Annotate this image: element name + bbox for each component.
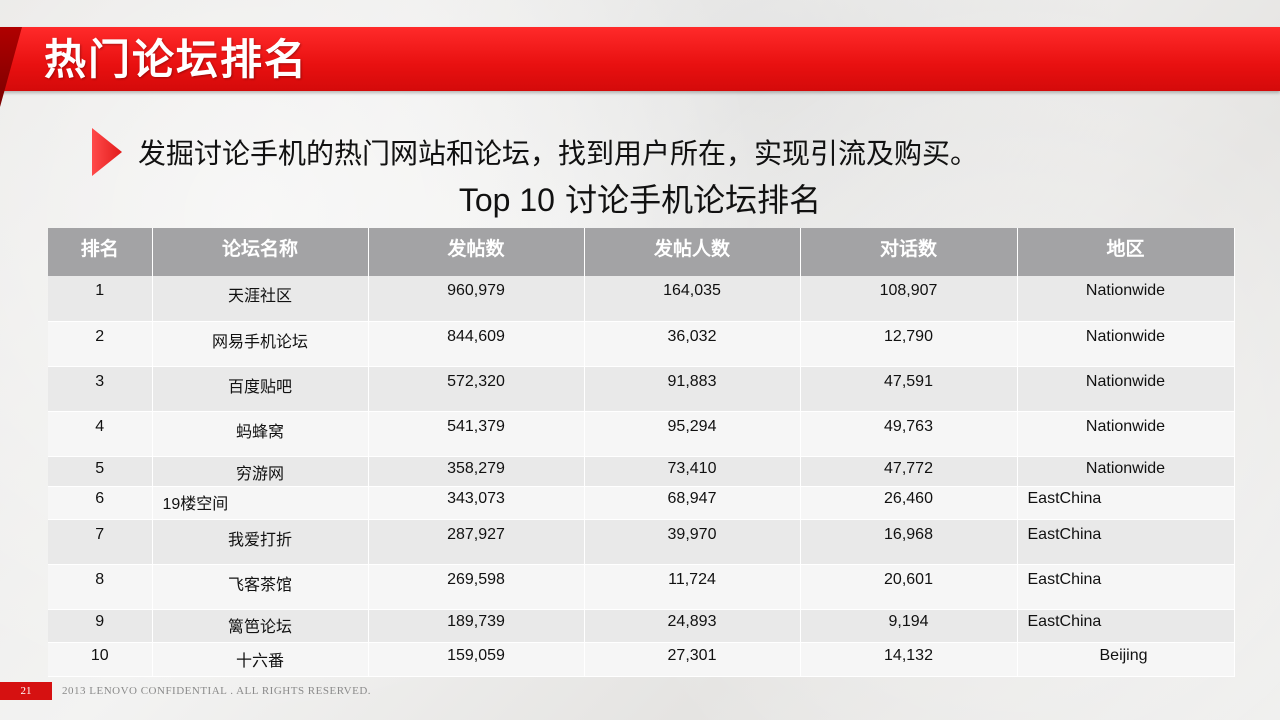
cell-conversations: 12,790 [800,321,1018,367]
table-row: 7 我爱打折 287,927 39,970 16,968 EastChina [48,519,1235,565]
cell-conversations: 47,772 [800,456,1018,487]
page-number: 21 [0,682,52,700]
cell-forum-name: 百度贴吧 [152,366,369,412]
cell-posters: 11,724 [584,564,801,610]
cell-posts: 572,320 [368,366,585,412]
cell-forum-name: 十六番 [152,642,369,677]
table-row: 3 百度贴吧 572,320 91,883 47,591 Nationwide [48,366,1235,412]
cell-conversations: 16,968 [800,519,1018,565]
cell-posters: 24,893 [584,609,801,643]
cell-posts: 159,059 [368,642,585,677]
cell-posts: 287,927 [368,519,585,565]
cell-rank: 4 [48,411,153,457]
cell-region: Beijing [1017,642,1235,677]
cell-forum-name: 蚂蜂窝 [152,411,369,457]
cell-posters: 39,970 [584,519,801,565]
title-bar [0,27,1280,91]
header-rank: 排名 [48,228,153,276]
cell-posters: 68,947 [584,486,801,520]
cell-region: Nationwide [1017,411,1235,457]
table-row: 5 穷游网 358,279 73,410 47,772 Nationwide [48,456,1235,487]
cell-rank: 10 [48,642,153,677]
cell-conversations: 26,460 [800,486,1018,520]
cell-posters: 36,032 [584,321,801,367]
table-row: 1 天涯社区 960,979 164,035 108,907 Nationwid… [48,276,1235,322]
forum-ranking-table: 排名 论坛名称 发帖数 发帖人数 对话数 地区 1 天涯社区 960,979 1… [48,228,1235,677]
cell-conversations: 20,601 [800,564,1018,610]
cell-posts: 541,379 [368,411,585,457]
cell-posters: 27,301 [584,642,801,677]
cell-region: Nationwide [1017,456,1235,487]
header-posters: 发帖人数 [584,228,801,276]
cell-conversations: 47,591 [800,366,1018,412]
table-header-row: 排名 论坛名称 发帖数 发帖人数 对话数 地区 [48,228,1235,276]
table-title: Top 10 讨论手机论坛排名 [0,178,1280,222]
cell-rank: 8 [48,564,153,610]
cell-posts: 269,598 [368,564,585,610]
table-row: 6 19楼空间 343,073 68,947 26,460 EastChina [48,486,1235,520]
cell-conversations: 14,132 [800,642,1018,677]
cell-forum-name: 飞客茶馆 [152,564,369,610]
cell-forum-name: 天涯社区 [152,276,369,322]
table-row: 10 十六番 159,059 27,301 14,132 Beijing [48,642,1235,677]
header-posts: 发帖数 [368,228,585,276]
table-title-prefix: Top 10 [458,182,555,218]
cell-conversations: 108,907 [800,276,1018,322]
cell-region: Nationwide [1017,276,1235,322]
cell-region: EastChina [1017,486,1235,520]
cell-forum-name: 穷游网 [152,456,369,487]
table-row: 2 网易手机论坛 844,609 36,032 12,790 Nationwid… [48,321,1235,367]
cell-forum-name: 我爱打折 [152,519,369,565]
cell-rank: 6 [48,486,153,520]
table-row: 8 飞客茶馆 269,598 11,724 20,601 EastChina [48,564,1235,610]
cell-posters: 95,294 [584,411,801,457]
table-row: 9 篱笆论坛 189,739 24,893 9,194 EastChina [48,609,1235,643]
cell-region: EastChina [1017,609,1235,643]
cell-posts: 844,609 [368,321,585,367]
cell-conversations: 9,194 [800,609,1018,643]
cell-forum-name: 篱笆论坛 [152,609,369,643]
cell-posts: 358,279 [368,456,585,487]
cell-forum-name: 19楼空间 [152,486,369,520]
cell-posters: 73,410 [584,456,801,487]
cell-posters: 91,883 [584,366,801,412]
table-title-suffix: 讨论手机论坛排名 [554,181,822,219]
cell-rank: 5 [48,456,153,487]
cell-rank: 7 [48,519,153,565]
cell-region: EastChina [1017,564,1235,610]
table-row: 4 蚂蜂窝 541,379 95,294 49,763 Nationwide [48,411,1235,457]
slide-title: 热门论坛排名 [44,35,309,84]
cell-rank: 2 [48,321,153,367]
cell-posts: 189,739 [368,609,585,643]
cell-posts: 343,073 [368,486,585,520]
cell-region: EastChina [1017,519,1235,565]
header-forum-name: 论坛名称 [152,228,369,276]
cell-region: Nationwide [1017,321,1235,367]
header-region: 地区 [1017,228,1235,276]
cell-conversations: 49,763 [800,411,1018,457]
cell-rank: 3 [48,366,153,412]
cell-posts: 960,979 [368,276,585,322]
slide-subtitle: 发掘讨论手机的热门网站和论坛，找到用户所在，实现引流及购买。 [138,137,979,170]
cell-forum-name: 网易手机论坛 [152,321,369,367]
cell-posters: 164,035 [584,276,801,322]
cell-region: Nationwide [1017,366,1235,412]
cell-rank: 1 [48,276,153,322]
header-conversations: 对话数 [800,228,1018,276]
footer-text: 2013 LENOVO CONFIDENTIAL . ALL RIGHTS RE… [62,685,372,697]
cell-rank: 9 [48,609,153,643]
